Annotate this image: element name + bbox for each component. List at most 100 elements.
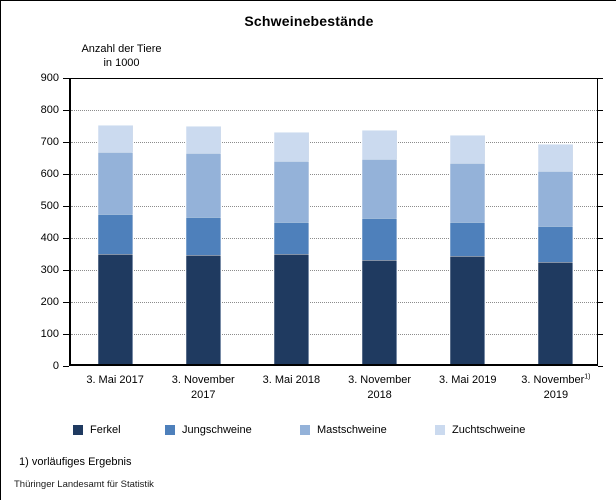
footnote: 1) vorläufiges Ergebnis [19, 456, 132, 468]
legend-item-ferkel: Ferkel [73, 423, 121, 436]
bar-segment-mastschweine [450, 162, 486, 222]
y-tick-right-400 [598, 238, 603, 239]
bar-segment-jungschweine [450, 221, 486, 256]
x-tick-label-line2: 2017 [191, 389, 216, 401]
y-tick-label-0: 0 [52, 360, 59, 372]
y-tick-left-400 [63, 238, 69, 239]
x-tick-label-2: 3. November 2017 [148, 373, 258, 403]
bar-segment-mastschweine [273, 161, 309, 222]
y-tick-label-900: 900 [40, 72, 59, 84]
legend-swatch-zuchtschweine [435, 424, 445, 435]
legend-label: Jungschweine [182, 423, 252, 436]
bar-segment-zuchtschweine [97, 125, 133, 153]
x-tick-label-5: 3. Mai 2019 [413, 373, 523, 388]
y-tick-right-700 [598, 142, 603, 143]
bar-segment-jungschweine [273, 222, 309, 254]
y-tick-left-200 [63, 302, 69, 303]
x-tick-label-line1: 3. Mai 2017 [86, 374, 144, 386]
y-tick-label-400: 400 [40, 232, 59, 244]
stacked-bar-4 [362, 78, 398, 366]
gridline-800 [71, 110, 597, 111]
x-tick-label-4: 3. November 2018 [325, 373, 435, 403]
y-axis-title: Anzahl der Tiere in 1000 [69, 42, 174, 70]
stacked-bar-6 [538, 78, 574, 366]
legend-label: Mastschweine [317, 423, 387, 436]
y-tick-right-100 [598, 334, 603, 335]
gridline-100 [71, 334, 597, 335]
x-tick-label-6: 3. November1) 2019 [501, 373, 611, 403]
x-tick-label-3: 3. Mai 2018 [236, 373, 346, 388]
legend-swatch-jungschweine [165, 424, 175, 435]
source-credit: Thüringer Landesamt für Statistik [14, 479, 154, 490]
x-tick-label-line1: 3. November1) [521, 373, 591, 386]
legend-item-mastschweine: Mastschweine [300, 423, 387, 436]
x-tick-label-line1: 3. Mai 2018 [262, 374, 321, 386]
gridline-600 [71, 174, 597, 175]
gridline-200 [71, 302, 597, 303]
x-tick-label-line2: 2019 [543, 389, 569, 401]
footnote-marker: 1) [584, 373, 591, 381]
bar-segment-ferkel [185, 254, 221, 366]
bar-segment-zuchtschweine [450, 135, 486, 163]
bar-segment-jungschweine [185, 216, 221, 255]
bar-segment-zuchtschweine [185, 125, 221, 153]
legend-label: Zuchtschweine [452, 423, 526, 436]
y-tick-label-700: 700 [40, 136, 59, 148]
y-tick-left-600 [63, 174, 69, 175]
y-tick-left-300 [63, 270, 69, 271]
y-tick-right-500 [598, 206, 603, 207]
y-tick-right-200 [598, 302, 603, 303]
y-tick-left-0 [63, 366, 69, 367]
x-tick-label-line1: 3. November [171, 374, 235, 386]
plot-area [69, 78, 598, 366]
bar-segment-ferkel [97, 254, 133, 366]
stacked-bar-3 [273, 78, 309, 366]
bar-segment-jungschweine [362, 218, 398, 260]
x-tick-label-1: 3. Mai 2017 [60, 373, 170, 388]
y-tick-left-900 [63, 78, 69, 79]
bar-segment-jungschweine [538, 225, 574, 262]
y-tick-left-800 [63, 110, 69, 111]
y-axis-title-line2: in 1000 [103, 57, 140, 69]
bar-segment-ferkel [538, 262, 574, 366]
legend-item-zuchtschweine: Zuchtschweine [435, 423, 525, 436]
y-tick-right-300 [598, 270, 603, 271]
bar-segment-ferkel [273, 254, 309, 366]
gridline-500 [71, 206, 597, 207]
y-tick-right-600 [598, 174, 603, 175]
gridline-400 [71, 238, 597, 239]
y-tick-right-900 [598, 78, 603, 79]
bar-segment-zuchtschweine [538, 144, 574, 171]
y-tick-right-800 [598, 110, 603, 111]
x-tick-label-line1: 3. November [348, 374, 412, 386]
y-tick-left-100 [63, 334, 69, 335]
gridline-300 [71, 270, 597, 271]
bar-segment-ferkel [450, 255, 486, 366]
legend-swatch-ferkel [73, 424, 83, 435]
bar-segment-ferkel [362, 259, 398, 366]
legend-swatch-mastschweine [300, 424, 310, 435]
y-tick-label-500: 500 [40, 200, 59, 212]
legend-label: Ferkel [90, 423, 121, 436]
stacked-bar-5 [450, 78, 486, 366]
bar-segment-mastschweine [538, 170, 574, 226]
y-tick-right-0 [598, 366, 603, 367]
y-tick-label-800: 800 [40, 104, 59, 116]
y-tick-left-500 [63, 206, 69, 207]
y-tick-label-600: 600 [40, 168, 59, 180]
bar-segment-mastschweine [362, 158, 398, 219]
bar-segment-jungschweine [97, 214, 133, 254]
x-tick-label-line2: 2018 [367, 389, 392, 401]
bar-segment-zuchtschweine [362, 129, 398, 159]
chart-title: Schweinebestände [244, 13, 374, 29]
legend-item-jungschweine: Jungschweine [165, 423, 252, 436]
gridline-700 [71, 142, 597, 143]
stacked-bar-1 [97, 78, 133, 366]
y-tick-left-700 [63, 142, 69, 143]
bar-segment-mastschweine [97, 152, 133, 215]
y-tick-label-200: 200 [40, 296, 59, 308]
bar-segment-mastschweine [185, 152, 221, 217]
x-tick-label-line1: 3. Mai 2019 [439, 374, 497, 386]
y-axis-title-line1: Anzahl der Tiere [81, 43, 162, 55]
